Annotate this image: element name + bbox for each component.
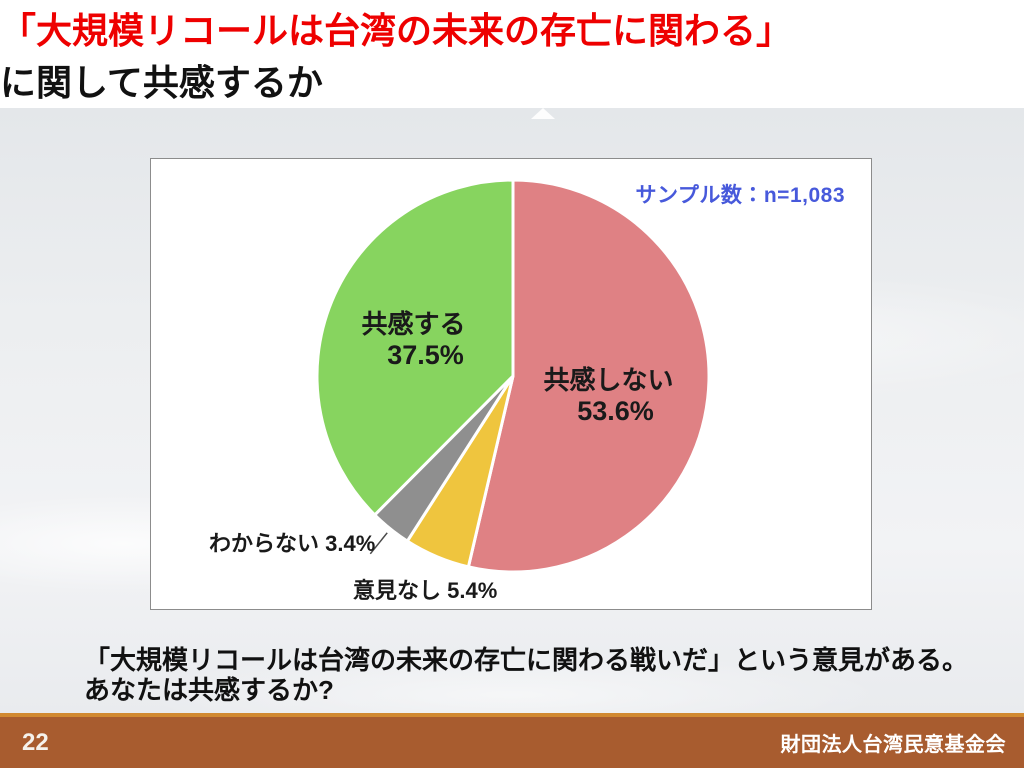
organization-name: 財団法人台湾民意基金会 (780, 734, 1006, 756)
slice-label-disagree-percent: 53.6% (577, 396, 654, 426)
title-highlighted-text: 「大規模リコールは台湾の未来の存亡に関わる」 (0, 10, 793, 51)
title-plain-text: に関して共感するか (0, 62, 323, 103)
slide-title-bar: 「大規模リコールは台湾の未来の存亡に関わる」に関して共感するか (0, 0, 1024, 108)
survey-question-line2: あなたは共感するか? (84, 675, 334, 705)
slice-label-dont-know: わからない 3.4% (209, 526, 375, 558)
survey-question-line1: 「大規模リコールは台湾の未来の存亡に関わる戦いだ」という意見がある。 (84, 645, 969, 675)
pie-chart-svg (315, 178, 711, 574)
slice-label-agree-percent: 37.5% (387, 340, 464, 370)
leader-line-dont-know (369, 532, 388, 555)
slice-label-disagree: 共感しない 53.6% (516, 365, 701, 426)
slice-label-no-opinion: 意見なし 5.4% (353, 573, 497, 605)
background-artifact-triangle (531, 108, 555, 119)
sample-size-note: サンプル数：n=1,083 (635, 184, 845, 207)
slide-footer: 22 財団法人台湾民意基金会 (0, 713, 1024, 768)
pie-slice-agree (315, 178, 515, 517)
slice-label-dont-know-name: わからない (209, 531, 320, 556)
page-number: 22 (22, 728, 49, 756)
slice-label-agree-name: 共感する (361, 309, 466, 339)
slice-label-no-opinion-name: 意見なし (353, 578, 442, 603)
chart-panel: サンプル数：n=1,083 共感する 37.5% 共感しない 53.6% わから… (150, 158, 872, 610)
slice-label-dont-know-percent: 3.4% (325, 531, 376, 556)
slice-label-disagree-name: 共感しない (543, 365, 674, 395)
page-title: 「大規模リコールは台湾の未来の存亡に関わる」に関して共感するか (0, 2, 1024, 106)
pie-slice-disagree (466, 178, 711, 574)
survey-question: 「大規模リコールは台湾の未来の存亡に関わる戦いだ」という意見がある。 あなたは共… (84, 645, 968, 705)
slide-body: サンプル数：n=1,083 共感する 37.5% 共感しない 53.6% わから… (0, 108, 1024, 713)
slice-label-agree: 共感する 37.5% (321, 309, 506, 370)
slice-label-no-opinion-percent: 5.4% (447, 578, 498, 603)
